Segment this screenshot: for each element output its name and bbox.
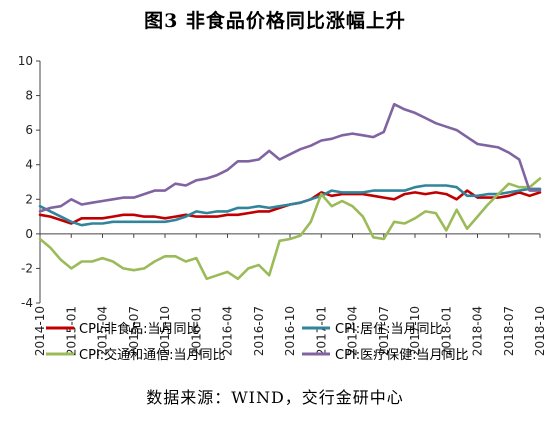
y-tick-label: 4 (25, 158, 33, 172)
x-tick-label: 2016-10 (283, 306, 297, 356)
x-tick-label: 2018-10 (533, 306, 547, 356)
x-tick-label: 2015-04 (96, 306, 110, 356)
x-tick-label: 2016-01 (189, 306, 203, 356)
x-axis: 2014-10 2015-01 2015-04 2015-07 2015-10 2016-… (33, 233, 547, 356)
legend-label: CPI:交通和通信:当月同比 (79, 347, 226, 363)
y-axis: -4 -2 0 2 4 6 8 10 (18, 54, 41, 310)
x-tick-label: 2017-04 (346, 306, 360, 356)
series-line-2 (38, 177, 542, 281)
x-tick-label: 2015-10 (158, 306, 172, 356)
x-tick-label: 2016-07 (252, 306, 266, 356)
x-tick-label: 2018-04 (471, 306, 485, 356)
x-tick-label: 2017-10 (408, 306, 422, 356)
source-note: 数据来源：WIND，交行金研中心 (146, 388, 404, 407)
legend-label: CPI:医疗保健:当月同比 (335, 348, 469, 363)
x-tick-label: 2017-01 (314, 306, 328, 356)
x-tick-label: 2015-07 (127, 306, 141, 356)
series-line-3 (38, 102, 542, 213)
series-layer (38, 102, 542, 281)
y-tick-label: 8 (25, 89, 33, 103)
x-tick-label: 2016-04 (221, 306, 235, 356)
figure-title: 图3 非食品价格同比涨幅上升 (144, 10, 406, 32)
x-tick-label: 2017-07 (377, 306, 391, 356)
x-tick-label: 2018-01 (439, 306, 453, 356)
legend-label: CPI:非食品:当月同比 (79, 321, 200, 337)
series-line-1 (38, 184, 542, 227)
legend: CPI:非食品:当月同比 CPI:居住:当月同比 CPI:交通和通信:当月同比 CPI… (46, 321, 469, 363)
x-tick-label: 2015-01 (64, 306, 78, 356)
x-tick-label: 2014-10 (33, 306, 47, 356)
x-tick-label: 2018-07 (502, 306, 516, 356)
y-tick-label: -2 (21, 261, 33, 275)
legend-label: CPI:居住:当月同比 (335, 322, 443, 337)
y-tick-label: -4 (21, 296, 33, 310)
y-tick-label: 10 (18, 54, 33, 68)
y-tick-label: 6 (25, 123, 33, 137)
y-tick-label: 0 (25, 227, 33, 241)
y-tick-label: 2 (25, 192, 33, 206)
